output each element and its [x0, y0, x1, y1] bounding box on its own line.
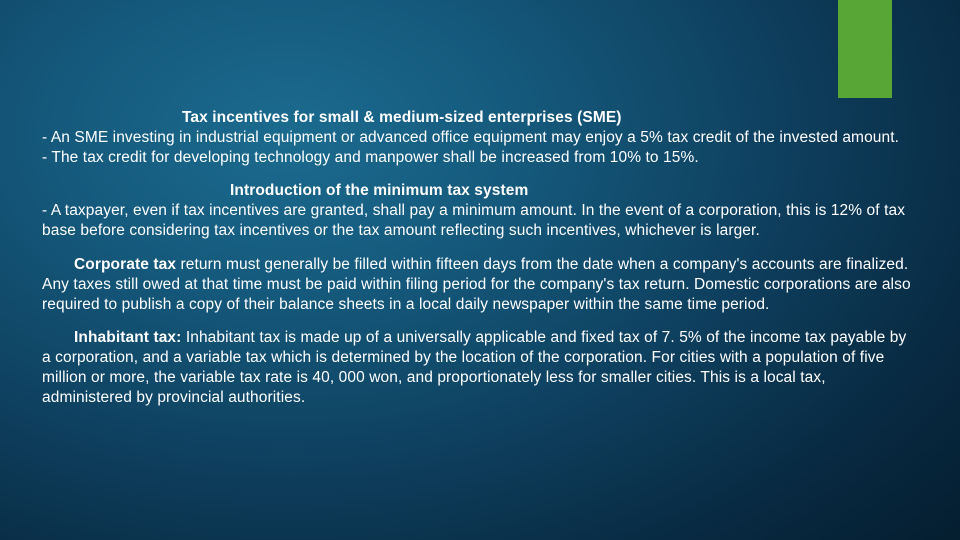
section3-paragraph: Corporate tax return must generally be f…	[42, 255, 918, 314]
section4-lead: Inhabitant tax:	[74, 329, 181, 346]
section4-paragraph: Inhabitant tax: Inhabitant tax is made u…	[42, 328, 918, 407]
section2-heading: Introduction of the minimum tax system	[230, 181, 918, 201]
slide: Tax incentives for small & medium-sized …	[0, 0, 960, 540]
section1-bullet2: - The tax credit for developing technolo…	[42, 148, 918, 168]
accent-bar	[838, 0, 892, 98]
section1-heading: Tax incentives for small & medium-sized …	[182, 108, 918, 128]
slide-content: Tax incentives for small & medium-sized …	[42, 108, 918, 408]
section2-bullet1: - A taxpayer, even if tax incentives are…	[42, 201, 918, 241]
section3-lead: Corporate tax	[74, 256, 176, 273]
section1-bullet1: - An SME investing in industrial equipme…	[42, 128, 918, 148]
